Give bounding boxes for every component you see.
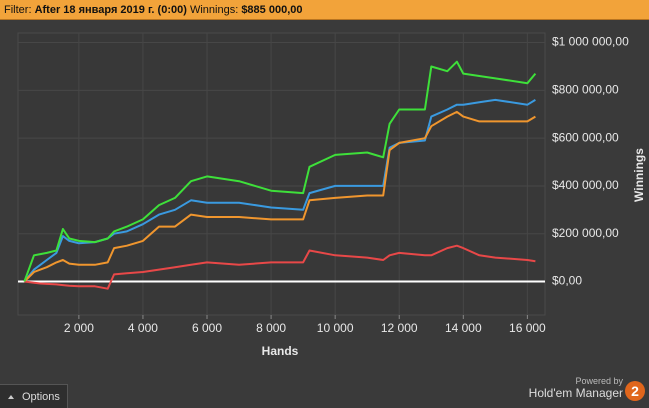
x-tick-label: 8 000 [256,321,286,335]
y-tick-label: $600 000,00 [552,130,619,144]
series-line [23,110,536,283]
x-tick-label: 10 000 [317,321,354,335]
branding: Powered by Hold'em Manager [529,376,623,400]
product-badge: 2 [625,381,645,401]
y-tick-label: $1 000 000,00 [552,35,629,49]
winnings-value: $885 000,00 [241,4,303,16]
x-tick-label: 6 000 [192,321,222,335]
y-tick-label: $400 000,00 [552,178,619,192]
plot-area [17,32,546,316]
filter-value: After 18 января 2019 г. (0:00) [34,4,187,16]
series-line [24,244,536,290]
y-axis-title: Winnings [632,148,646,202]
series-line [23,98,536,283]
y-tick-label: $800 000,00 [552,83,619,97]
x-tick-label: 14 000 [445,321,482,335]
x-tick-label: 12 000 [381,321,418,335]
chart: Hands Winnings $0,00 $200 000,00 $400 000,… [0,21,649,384]
options-label: Options [22,391,60,403]
x-axis-title: Hands [262,344,299,358]
y-tick-label: $200 000,00 [552,226,619,240]
powered-by: Powered by [575,376,623,386]
options-button[interactable]: Options [0,384,68,408]
series-line [23,60,537,282]
x-tick-label: 16 000 [509,321,546,335]
y-tick-label: $0,00 [552,274,582,288]
filter-label: Filter: [4,4,32,16]
x-tick-label: 2 000 [64,321,94,335]
x-tick-label: 4 000 [128,321,158,335]
filter-bar: Filter: After 18 января 2019 г. (0:00) W… [0,0,649,20]
winnings-label: Winnings: [189,4,239,16]
product-name: Hold'em Manager [528,386,623,400]
